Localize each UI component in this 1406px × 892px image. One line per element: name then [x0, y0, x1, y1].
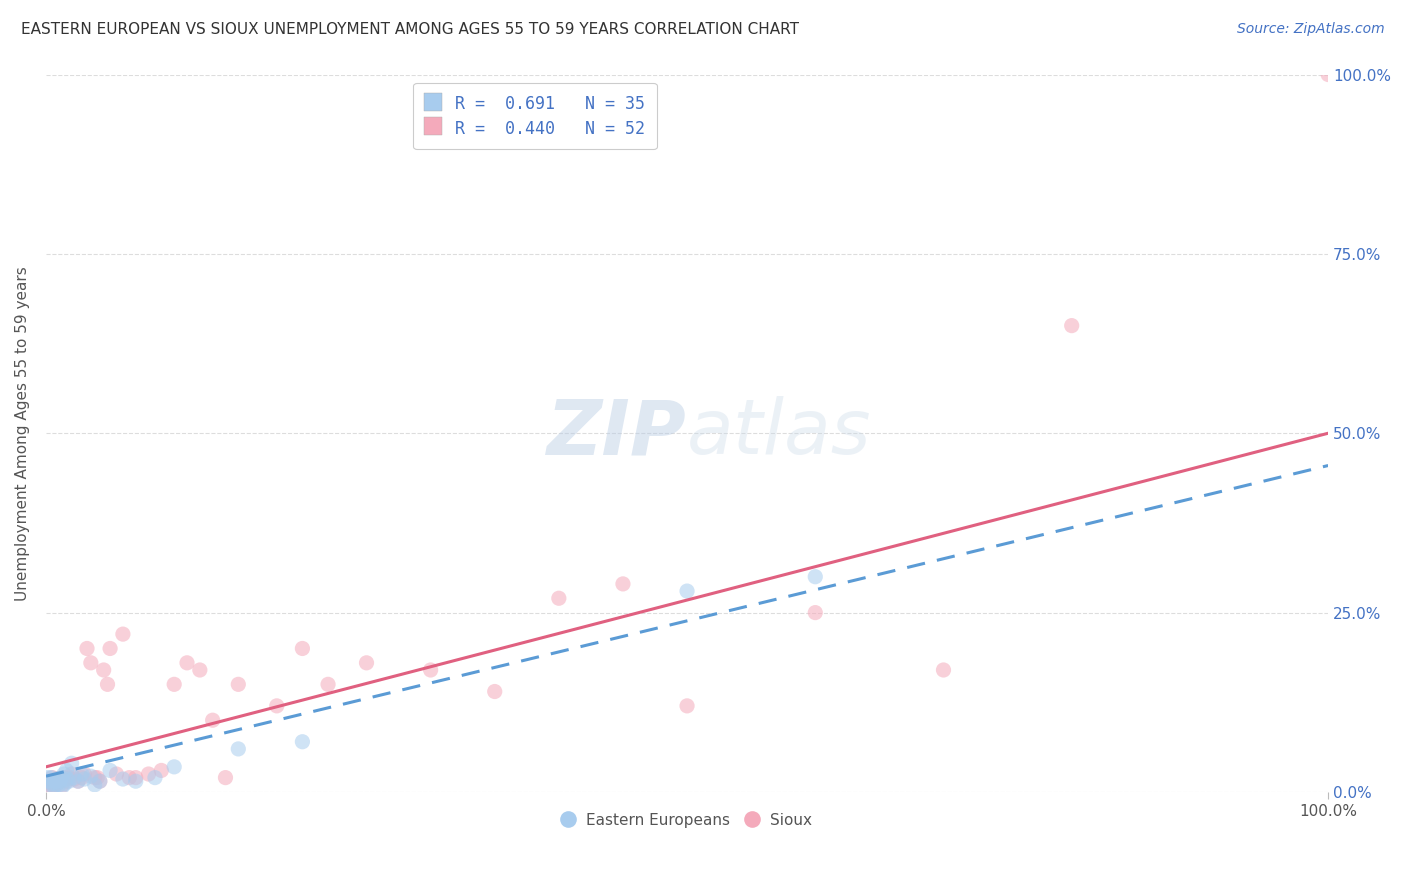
Text: ZIP: ZIP — [547, 396, 688, 470]
Point — [41, 776, 63, 790]
Point — [53, 776, 76, 790]
Point — [80, 769, 103, 783]
Point — [45, 772, 67, 786]
Point — [55, 764, 77, 778]
Point — [83, 771, 105, 785]
Point — [38, 778, 60, 792]
Point — [52, 771, 75, 785]
Point — [37, 771, 59, 785]
Point — [86, 771, 108, 785]
Point — [226, 677, 249, 691]
Point — [1060, 318, 1083, 333]
Legend: Eastern Europeans, Sioux: Eastern Europeans, Sioux — [555, 806, 818, 835]
Point — [48, 774, 70, 789]
Text: atlas: atlas — [688, 396, 872, 470]
Point — [96, 677, 118, 691]
Point — [150, 764, 173, 778]
Point — [45, 778, 67, 792]
Point — [676, 584, 699, 599]
Point — [676, 698, 699, 713]
Point — [51, 779, 73, 793]
Point — [804, 606, 827, 620]
Point — [60, 767, 83, 781]
Point — [83, 778, 105, 792]
Point — [46, 772, 69, 786]
Point — [111, 627, 134, 641]
Point — [125, 774, 148, 789]
Point — [58, 774, 80, 789]
Y-axis label: Unemployment Among Ages 55 to 59 years: Unemployment Among Ages 55 to 59 years — [15, 266, 30, 600]
Point — [73, 767, 96, 781]
Point — [484, 684, 506, 698]
Point — [38, 778, 60, 792]
Point — [52, 767, 75, 781]
Point — [291, 735, 314, 749]
Point — [70, 767, 93, 781]
Point — [76, 641, 98, 656]
Point — [51, 771, 73, 785]
Point — [163, 760, 186, 774]
Point — [55, 774, 77, 789]
Point — [932, 663, 955, 677]
Point — [201, 713, 224, 727]
Point — [89, 774, 111, 789]
Point — [66, 774, 89, 789]
Point — [93, 663, 115, 677]
Point — [125, 771, 148, 785]
Point — [39, 779, 62, 793]
Point — [38, 776, 60, 790]
Point — [176, 656, 198, 670]
Point — [42, 774, 65, 789]
Point — [356, 656, 378, 670]
Point — [291, 641, 314, 656]
Text: Source: ZipAtlas.com: Source: ZipAtlas.com — [1237, 22, 1385, 37]
Point — [89, 774, 111, 789]
Point — [214, 771, 236, 785]
Point — [266, 698, 288, 713]
Text: EASTERN EUROPEAN VS SIOUX UNEMPLOYMENT AMONG AGES 55 TO 59 YEARS CORRELATION CHA: EASTERN EUROPEAN VS SIOUX UNEMPLOYMENT A… — [21, 22, 799, 37]
Point — [138, 767, 160, 781]
Point — [612, 577, 634, 591]
Point — [58, 771, 80, 785]
Point — [188, 663, 211, 677]
Point — [105, 767, 128, 781]
Point — [419, 663, 441, 677]
Point — [98, 641, 121, 656]
Point — [143, 771, 166, 785]
Point — [163, 677, 186, 691]
Point — [73, 772, 96, 786]
Point — [1317, 68, 1340, 82]
Point — [80, 656, 103, 670]
Point — [48, 778, 70, 792]
Point — [60, 756, 83, 771]
Point — [118, 771, 141, 785]
Point — [37, 774, 59, 789]
Point — [98, 764, 121, 778]
Point — [49, 774, 72, 789]
Point — [56, 772, 79, 786]
Point — [42, 779, 65, 793]
Point — [38, 774, 60, 789]
Point — [804, 570, 827, 584]
Point — [52, 779, 75, 793]
Point — [66, 774, 89, 789]
Point — [63, 772, 86, 786]
Point — [41, 771, 63, 785]
Point — [44, 778, 66, 792]
Point — [70, 771, 93, 785]
Point — [39, 771, 62, 785]
Point — [111, 772, 134, 786]
Point — [316, 677, 339, 691]
Point — [63, 771, 86, 785]
Point — [44, 774, 66, 789]
Point — [46, 776, 69, 790]
Point — [226, 742, 249, 756]
Point — [547, 591, 569, 606]
